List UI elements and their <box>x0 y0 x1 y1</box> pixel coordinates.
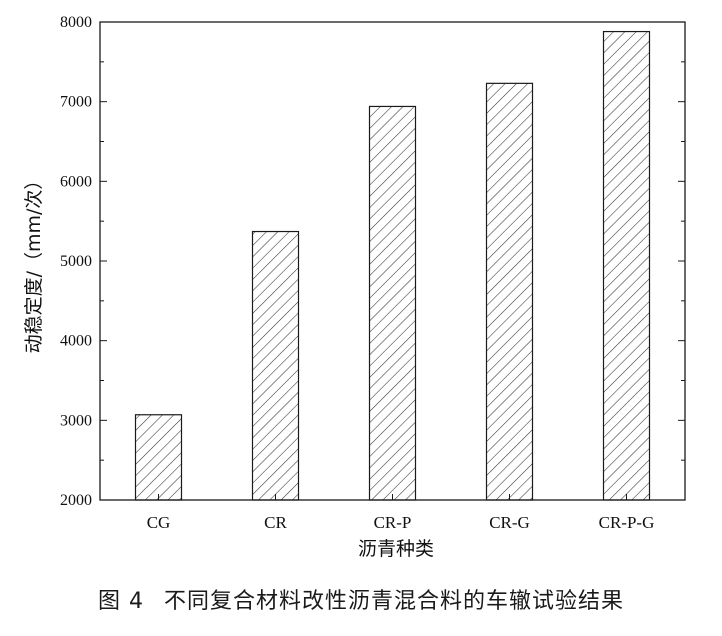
y-axis-title: 动稳定度/（mm/次） <box>23 171 45 354</box>
bars-layer <box>134 30 651 501</box>
x-tick-label: CR-P <box>374 513 412 532</box>
caption-text: 不同复合材料改性沥青混合料的车辙试验结果 <box>163 589 624 614</box>
figure-number: 图 4 <box>97 589 144 614</box>
y-tick-label: 6000 <box>60 173 92 190</box>
x-tick-label: CR <box>264 513 287 532</box>
y-tick-label: 2000 <box>60 492 92 509</box>
figure-caption: 图 4 不同复合材料改性沥青混合料的车辙试验结果 <box>0 583 722 615</box>
y-tick-label: 4000 <box>60 333 92 350</box>
axes-layer <box>99 21 686 501</box>
bar-cg <box>134 414 183 501</box>
labels-layer: CG CR CR-P CR-G CR-P-G 2000 3000 4000 5000 6000 70… <box>60 14 654 532</box>
x-tick-label: CG <box>147 513 171 532</box>
bar-cr-p-g <box>602 30 651 501</box>
bar-cr-g <box>485 82 534 501</box>
bar-cr <box>251 230 300 501</box>
bar-cr-p <box>368 105 417 501</box>
y-tick-label: 8000 <box>60 14 92 31</box>
bar-chart: CG CR CR-P CR-G CR-P-G 2000 3000 4000 5000 6000 70… <box>23 14 686 560</box>
y-tick-label: 3000 <box>60 412 92 429</box>
y-tick-label: 5000 <box>60 253 92 270</box>
x-tick-label: CR-G <box>489 513 530 532</box>
y-tick-label: 7000 <box>60 94 92 111</box>
x-tick-label: CR-P-G <box>599 513 655 532</box>
x-axis-title: 沥青种类 <box>358 538 434 560</box>
